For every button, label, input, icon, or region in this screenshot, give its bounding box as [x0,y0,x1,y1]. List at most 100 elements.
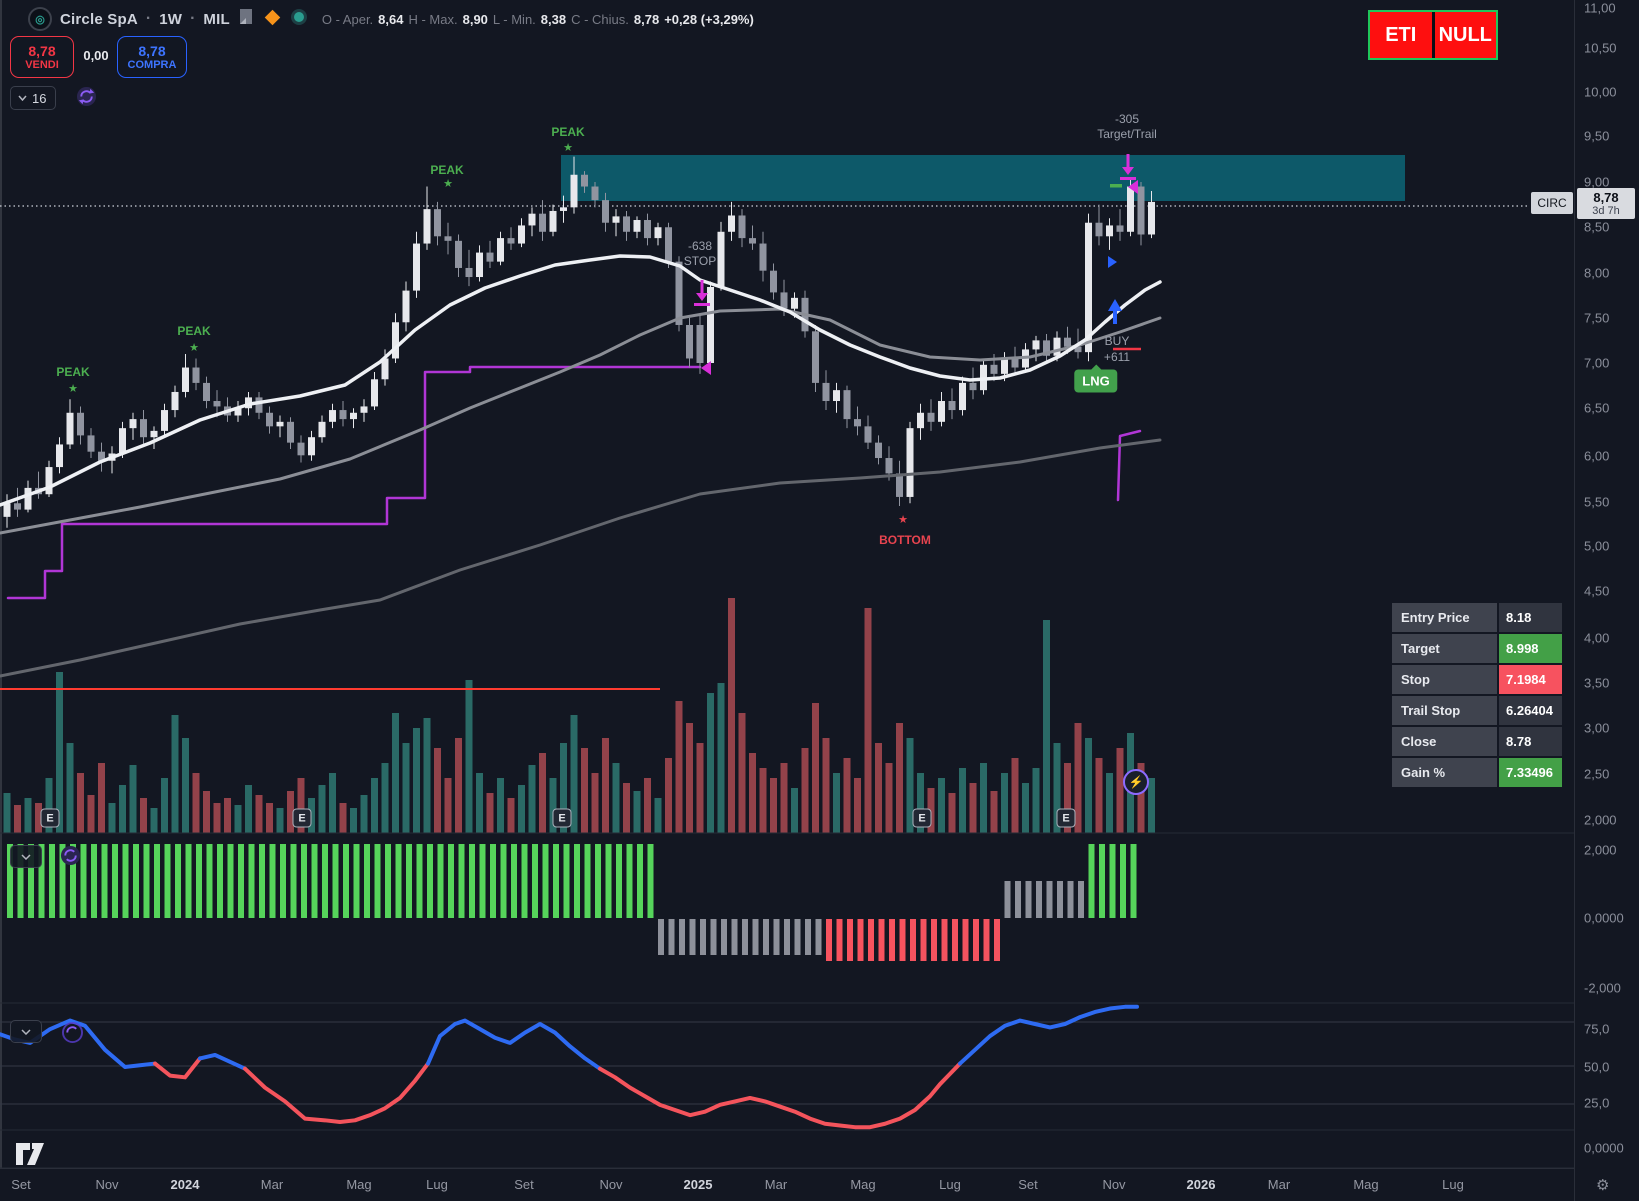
price-axis-label: 6,00 [1584,448,1610,464]
chart-annotation: -305 [1114,112,1140,126]
eti-button[interactable]: ETI [1370,12,1432,58]
change-value: +0,28 (+3,29%) [664,11,754,27]
svg-text:★: ★ [68,382,78,395]
buy-button[interactable]: 8,78 COMPRA [117,36,187,78]
time-axis-label: 2026 [1186,1177,1216,1192]
indicator-dot-icon[interactable] [290,8,308,31]
time-axis[interactable]: Set Nov 2024 Mar Mag Lug Set Nov 2025 Mar Mag Lug Se… [0,1168,1574,1201]
chart-annotation: PEAK [56,365,90,379]
indicator-refresh-icon[interactable] [60,845,81,866]
svg-text:★: ★ [443,177,453,190]
symbol-logo-icon: ◎ [28,7,52,31]
chart-annotation: PEAK [551,125,585,139]
price-axis-label: 4,50 [1584,583,1610,599]
price-axis-label: 6,50 [1584,400,1610,416]
oscillator-axis-label: 25,0 [1584,1095,1610,1111]
trade-row-close: Close 8.78 [1392,727,1562,756]
quantity-selector[interactable]: 16 [10,86,57,110]
time-axis-label: Mar [260,1177,284,1192]
trade-row-target: Target 8.998 [1392,634,1562,663]
price-axis-label: 11,00 [1584,0,1616,16]
earnings-marker[interactable]: E [40,808,60,828]
indicator-pane-collapse-button[interactable] [10,845,42,868]
earnings-marker[interactable]: E [292,808,312,828]
chart-annotation: PEAK [430,163,464,177]
time-axis-label: Lug [939,1177,961,1192]
main-chart-svg[interactable]: ★ ★ ★ ★ ★ [0,0,1574,1201]
chart-annotation: BUY [1104,334,1130,348]
indicator-axis-label: 2,000 [1584,842,1617,858]
svg-text:★: ★ [563,141,573,154]
null-button[interactable]: NULL [1434,12,1496,58]
chart-annotation: STOP [683,254,717,268]
time-axis-label: Set [1018,1177,1038,1192]
price-axis-label: 10,00 [1584,84,1617,100]
price-axis-label: 7,00 [1584,355,1610,371]
price-axis-label: 5,00 [1584,538,1610,554]
earnings-marker[interactable]: E [912,808,932,828]
time-axis-label: Mar [1267,1177,1291,1192]
chart-annotation: +611 [1103,350,1131,364]
chart-annotation: Target/Trail [1097,127,1157,141]
exchange-label: MIL [203,10,230,28]
oscillator-axis-label: 0,0000 [1584,1140,1624,1156]
time-axis-label: Lug [1442,1177,1464,1192]
time-axis-label: 2025 [683,1177,713,1192]
gear-icon[interactable]: ⚙ [1596,1177,1610,1194]
price-axis-label: 5,50 [1584,494,1610,510]
price-axis-label: 10,50 [1584,40,1617,56]
time-axis-label: Mar [764,1177,788,1192]
price-axis-label: 8,00 [1584,265,1610,281]
chart-annotation: PEAK [177,324,211,338]
chart-annotation: -638 [687,239,713,253]
symbol-title[interactable]: Circle SpA [60,10,138,28]
chart-header: ◎ Circle SpA · 1W · MIL O - Aper. 8,64 H … [28,6,754,32]
refresh-icon[interactable] [76,86,97,107]
time-axis-label: Nov [1102,1177,1126,1192]
timeframe-label[interactable]: 1W [159,10,183,28]
trade-row-trailstop: Trail Stop 6.26404 [1392,696,1562,725]
chart-annotation: BOTTOM [879,533,931,547]
alert-divider [1431,12,1435,58]
oscillator-refresh-icon[interactable] [62,1022,83,1043]
time-axis-label: Nov [95,1177,119,1192]
pane-left-edge [0,0,2,1201]
chevron-down-icon [18,95,27,101]
ticker-tag: CIRC [1531,192,1573,214]
indicator-axis-label: -2,000 [1584,980,1621,996]
oscillator-pane-collapse-button[interactable] [10,1020,42,1043]
trade-row-entry: Entry Price 8.18 [1392,603,1562,632]
trade-info-panel: Entry Price 8.18 Target 8.998 Stop 7.1984 T… [1392,603,1562,789]
price-axis-label: 2,50 [1584,766,1610,782]
price-axis-label: 8,50 [1584,219,1610,235]
earnings-marker[interactable]: E [552,808,572,828]
sell-button[interactable]: 8,78 VENDI [10,36,74,78]
bar-countdown: 3d 7h [1592,205,1620,217]
price-axis[interactable]: 11,00 10,50 10,00 9,50 9,00 8,50 8,00 7,50 7,00 6… [1574,0,1639,1201]
lightning-button[interactable]: ⚡ [1123,769,1149,795]
price-axis-label: 3,00 [1584,720,1610,736]
time-axis-label: Mag [1353,1177,1379,1192]
time-axis-label: Nov [599,1177,623,1192]
svg-text:★: ★ [189,341,199,354]
oscillator-axis-label: 75,0 [1584,1021,1610,1037]
ohlc-readout: O - Aper. 8,64 H - Max. 8,90 L - Min. 8,38 … [321,11,754,27]
trade-row-gain: Gain % 7.33496 [1392,758,1562,787]
time-axis-label: Mag [850,1177,876,1192]
time-axis-label: Set [11,1177,31,1192]
trade-row-stop: Stop 7.1984 [1392,665,1562,694]
spread-value: 0,00 [83,48,109,63]
last-price-tag: 8,78 3d 7h [1577,188,1635,219]
price-axis-label: 9,00 [1584,174,1610,190]
diamond-strategy-icon[interactable] [262,7,282,32]
tradingview-logo[interactable] [15,1141,53,1167]
bookmark-icon[interactable] [238,8,254,30]
oscillator-axis-label: 50,0 [1584,1059,1610,1075]
alert-buttons: ETI NULL [1368,10,1498,60]
svg-text:★: ★ [898,513,908,526]
price-axis-label: 4,00 [1584,630,1610,646]
earnings-marker[interactable]: E [1056,808,1076,828]
indicator-axis-label: 0,0000 [1584,910,1624,926]
long-position-badge[interactable]: LNG [1074,364,1118,393]
